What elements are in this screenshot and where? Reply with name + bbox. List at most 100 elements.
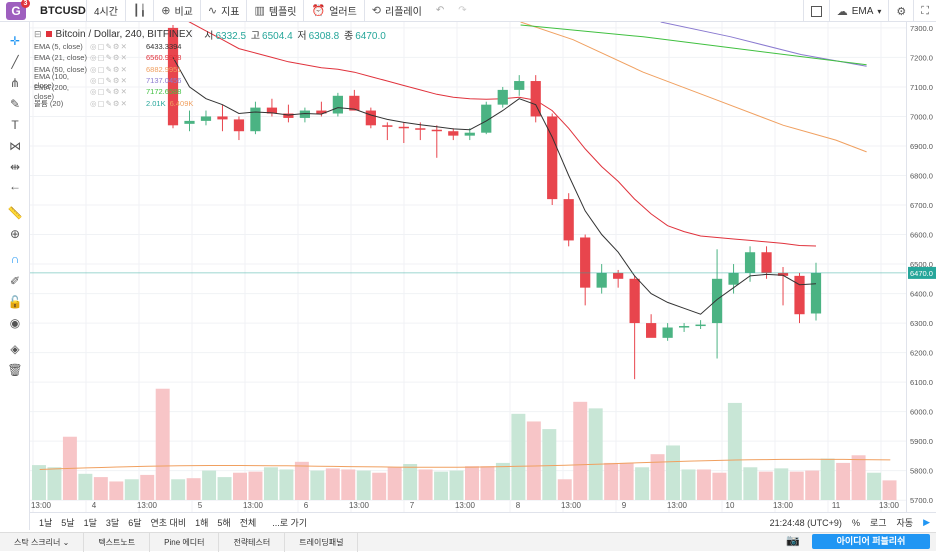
- indicator-value: 6433.3394: [146, 42, 182, 52]
- eye-icon[interactable]: ◉: [9, 316, 21, 330]
- indicator-list: EMA (5, close) ◎▢✎⚙✕ 6433.3394 EMA (21, clo…: [34, 41, 388, 109]
- bottom-tab[interactable]: 텍스트노트: [84, 532, 151, 552]
- magnet-icon[interactable]: ∩: [10, 252, 20, 266]
- trash-icon[interactable]: 🗑: [7, 363, 23, 377]
- volume-bar: [511, 413, 526, 500]
- range-button[interactable]: 1날: [39, 518, 53, 528]
- indicator-row[interactable]: EMA (50, close) ◎▢✎⚙✕ 6882.9951: [34, 64, 388, 75]
- trend-line-icon[interactable]: ╱: [11, 55, 19, 69]
- indicator-controls-icon[interactable]: ◎▢✎⚙✕: [90, 87, 128, 97]
- percent-scale-button[interactable]: %: [851, 517, 860, 528]
- indicator-row[interactable]: EMA (21, close) ◎▢✎⚙✕ 6560.9928: [34, 52, 388, 63]
- log-scale-button[interactable]: 로그: [869, 518, 887, 528]
- brush-icon[interactable]: ✎: [9, 97, 21, 111]
- compare-button[interactable]: ⊕ 비교: [153, 0, 200, 22]
- indicator-controls-icon[interactable]: ◎▢✎⚙✕: [90, 64, 128, 74]
- interval-button[interactable]: 4시간: [86, 0, 125, 22]
- range-button[interactable]: 전체: [239, 518, 257, 528]
- volume-bar: [495, 462, 510, 500]
- crosshair-icon[interactable]: ✛: [9, 34, 21, 48]
- indicator-controls-icon[interactable]: ◎▢✎⚙✕: [90, 53, 128, 63]
- range-button[interactable]: 1달: [83, 518, 97, 528]
- price-tick-label: 5900.0: [910, 437, 933, 446]
- price-axis[interactable]: 7300.0 7200.0 7100.0 7000.0 6900.0 6800.0 6700…: [906, 22, 936, 512]
- stay-drawing-icon[interactable]: ✐: [9, 274, 21, 288]
- templates-button[interactable]: ▥ 템플릿: [246, 0, 303, 22]
- layers-icon[interactable]: ◈: [10, 342, 20, 356]
- volume-bar: [434, 471, 449, 500]
- chart-type-button[interactable]: ┃╽: [124, 0, 153, 22]
- candle-body: [382, 125, 393, 127]
- symbol-search[interactable]: BTCUSD: [40, 4, 86, 17]
- redo-button[interactable]: ↷: [451, 0, 473, 22]
- volume-bar: [542, 429, 557, 500]
- indicator-controls-icon[interactable]: ◎▢✎⚙✕: [90, 98, 128, 108]
- bottom-tab[interactable]: 트레이딩패널: [285, 532, 359, 552]
- camera-icon[interactable]: 📷: [786, 535, 800, 547]
- volume-ma-line: [39, 458, 891, 470]
- range-button[interactable]: 1해: [195, 518, 209, 528]
- time-tick-label: 13:00: [879, 501, 900, 510]
- lock-icon[interactable]: 🔓: [7, 295, 23, 309]
- indicator-controls-icon[interactable]: ◎▢✎⚙✕: [90, 76, 128, 86]
- range-button[interactable]: 5날: [61, 518, 75, 528]
- volume-bar: [310, 470, 325, 500]
- settings-button[interactable]: ⚙: [888, 0, 913, 22]
- candle-body: [794, 275, 805, 315]
- play-icon[interactable]: ▶: [923, 517, 930, 527]
- bottom-tab[interactable]: 전략테스터: [219, 532, 286, 552]
- compare-icon: ⊕: [161, 5, 171, 17]
- pitchfork-icon[interactable]: ⋔: [9, 76, 21, 90]
- bottom-tab[interactable]: Pine 에디터: [150, 532, 220, 552]
- indicator-controls-icon[interactable]: ◎▢✎⚙✕: [90, 42, 128, 52]
- price-chart[interactable]: 13:00 4 13:00 5 13:00 6 13:00 7 13:00 8 13:00 9 13:0…: [30, 22, 906, 512]
- volume-bar: [666, 445, 680, 500]
- zoom-in-icon[interactable]: ⊕: [9, 227, 21, 241]
- low-value: 6308.8: [308, 30, 340, 42]
- candle-body: [744, 252, 756, 273]
- volume-bar: [186, 478, 201, 500]
- collapse-icon[interactable]: ⊟: [34, 28, 42, 39]
- measure-icon[interactable]: ⇹: [9, 160, 21, 174]
- volume-bar: [78, 473, 93, 500]
- range-button[interactable]: 5해: [217, 518, 231, 528]
- fullscreen-button[interactable]: ⛶: [913, 0, 936, 22]
- clock-display: 21:24:48 (UTC+9): [769, 517, 842, 528]
- indicator-row[interactable]: EMA (200, close) ◎▢✎⚙✕ 7172.6588: [34, 83, 388, 101]
- volume-bar: [248, 471, 263, 500]
- indicators-button[interactable]: ∿ 지표: [199, 0, 247, 22]
- undo-button[interactable]: ↶: [429, 0, 451, 22]
- pattern-icon[interactable]: ⋈: [9, 139, 21, 153]
- layout-button[interactable]: [802, 0, 829, 22]
- volume-bar: [372, 472, 387, 500]
- bottom-tab[interactable]: 스탁 스크리너 ⌄: [0, 532, 85, 552]
- ema100-line: [660, 22, 867, 67]
- user-avatar[interactable]: G 3: [6, 0, 30, 20]
- price-tick-label: 6000.0: [910, 408, 933, 417]
- candle-body: [184, 120, 195, 124]
- publish-idea-button[interactable]: 아이디어 퍼블리쉬: [812, 534, 930, 549]
- replay-button[interactable]: ⟲ 리플레이: [363, 0, 429, 22]
- chart-legend: ⊟ Bitcoin / Dollar, 240, BITFINEX 시 6332.…: [34, 27, 388, 109]
- indicator-row[interactable]: EMA (5, close) ◎▢✎⚙✕ 6433.3394: [34, 41, 388, 52]
- range-button[interactable]: 6달: [128, 518, 142, 528]
- alert-button[interactable]: ⏰ 얼러트: [303, 0, 363, 22]
- volume-bar: [557, 479, 572, 500]
- volume-bar: [418, 469, 433, 500]
- range-button[interactable]: 연초 대비: [150, 518, 187, 528]
- text-icon[interactable]: T: [11, 118, 19, 132]
- auto-scale-button[interactable]: 자동: [896, 518, 914, 528]
- time-tick-label: 13:00: [773, 501, 794, 510]
- ruler-icon[interactable]: 📏: [7, 206, 23, 220]
- indicator-value: 7137.0456: [146, 76, 182, 86]
- range-button[interactable]: 3달: [105, 518, 120, 528]
- undo-icon: ↶: [435, 5, 445, 16]
- back-arrow-icon[interactable]: ←: [9, 179, 21, 193]
- volume-bar: [356, 470, 371, 500]
- candle-body: [646, 323, 657, 338]
- goto-date-button[interactable]: ...로 가기: [272, 518, 308, 528]
- indicator-row[interactable]: 볼륨 (20) ◎▢✎⚙✕ 2.01K 6.409K: [34, 97, 388, 108]
- indicator-row[interactable]: EMA (100, close) ◎▢✎⚙✕ 7137.0456: [34, 72, 388, 90]
- volume-bar: [233, 472, 247, 500]
- ema-favorite-button[interactable]: ☁ EMA ▾: [828, 0, 889, 22]
